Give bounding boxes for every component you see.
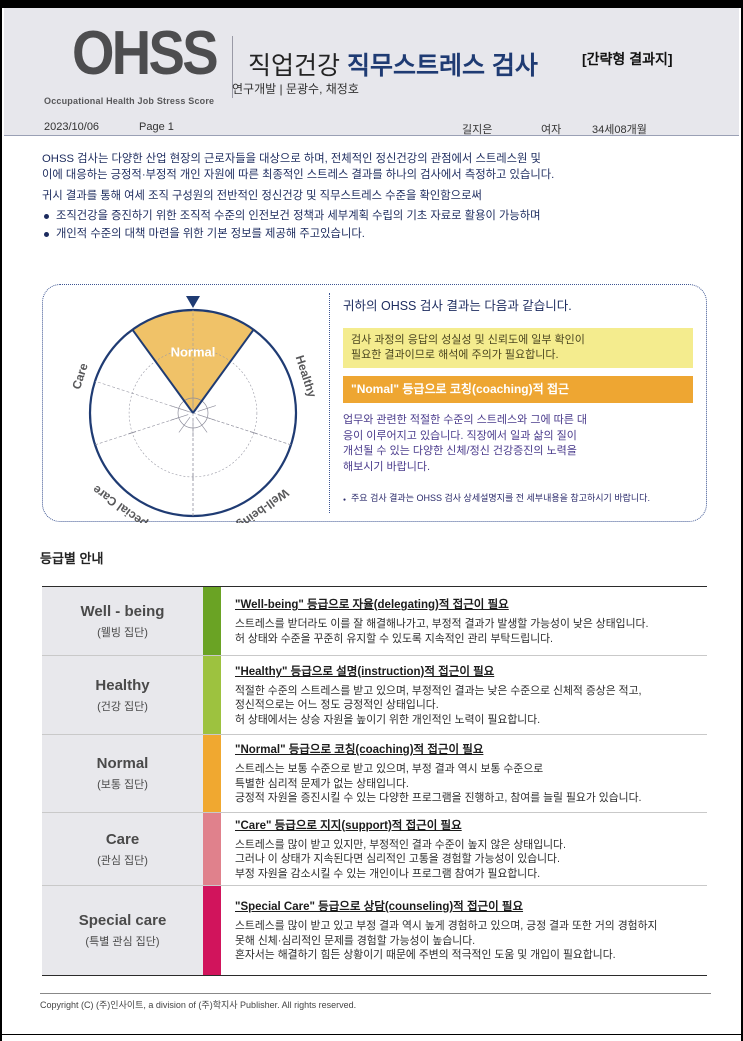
svg-text:Normal: Normal [171, 344, 216, 359]
svg-text:Healthy: Healthy [293, 353, 320, 399]
svg-text:Care: Care [69, 361, 91, 391]
